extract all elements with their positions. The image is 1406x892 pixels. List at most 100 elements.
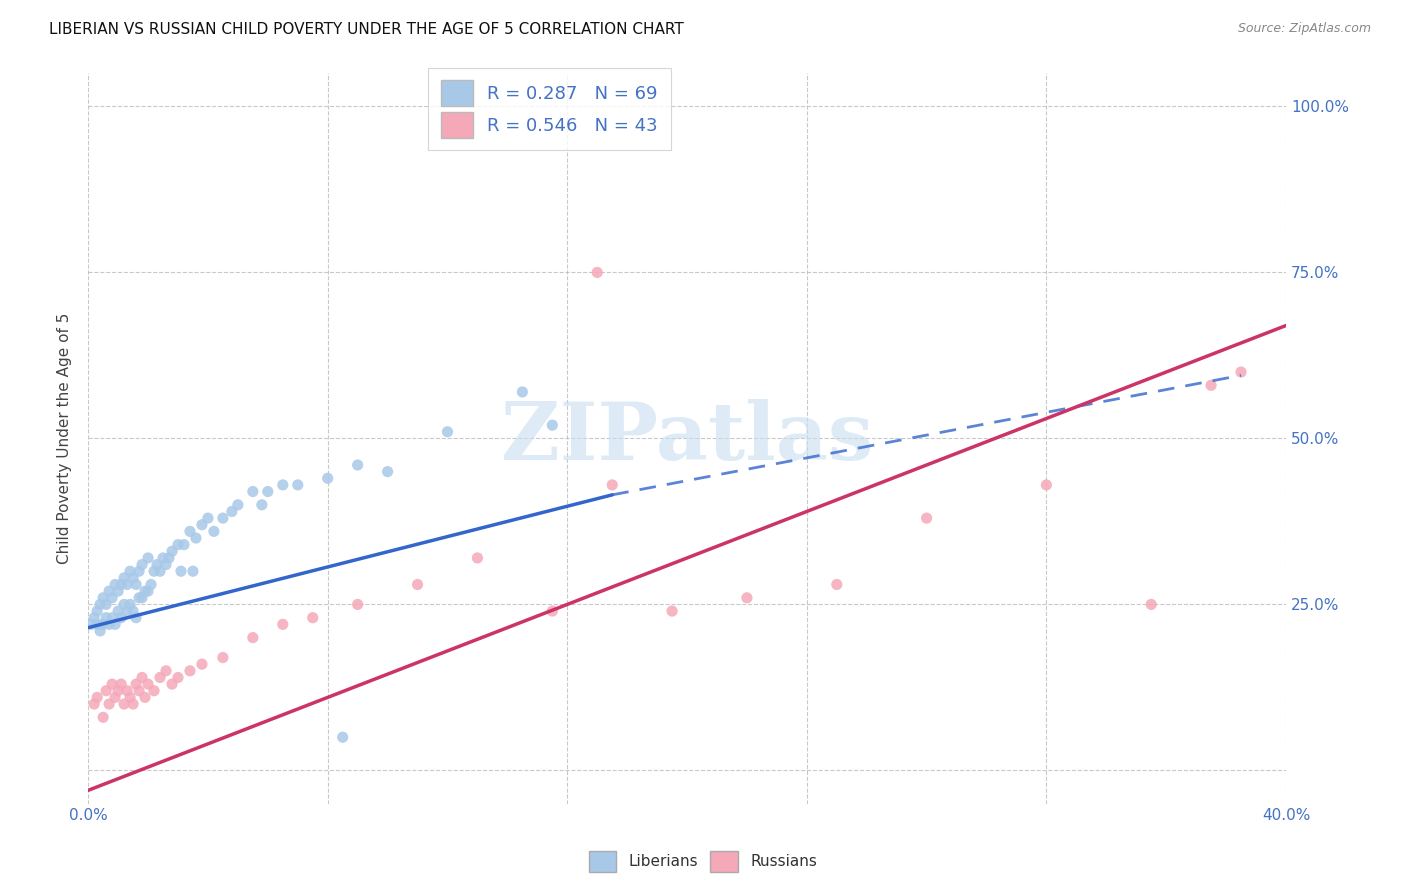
Point [184,531,207,545]
Point [149,564,172,578]
Legend: R = 0.287   N = 69, R = 0.546   N = 43: R = 0.287 N = 69, R = 0.546 N = 43 [427,68,671,151]
Legend: Liberians, Russians: Liberians, Russians [581,843,825,880]
Point [91,710,114,724]
Point [160,544,183,558]
Y-axis label: Child Poverty Under the Age of 5: Child Poverty Under the Age of 5 [58,313,72,564]
Point [167,538,190,552]
Point [86,690,108,705]
Point [131,558,153,572]
Point [202,524,225,539]
Point [107,584,129,599]
Point [271,617,294,632]
Point [173,538,195,552]
Point [406,577,429,591]
Point [242,484,264,499]
Point [94,610,117,624]
Point [101,591,124,605]
Point [112,598,135,612]
Point [301,610,323,624]
Point [915,511,938,525]
Point [122,571,145,585]
Point [226,498,249,512]
Point [346,458,368,472]
Text: ZIPatlas: ZIPatlas [501,400,873,477]
Point [94,598,117,612]
Point [101,677,124,691]
Point [136,677,159,691]
Point [149,670,172,684]
Point [179,664,201,678]
Point [83,697,105,711]
Point [197,511,219,525]
Point [191,657,214,672]
Point [287,478,309,492]
Point [1199,378,1222,392]
Point [131,670,153,684]
Point [600,478,623,492]
Point [115,683,138,698]
Point [155,664,177,678]
Point [512,384,534,399]
Point [436,425,458,439]
Point [125,577,148,591]
Point [122,697,145,711]
Point [98,617,121,632]
Point [136,584,159,599]
Point [377,465,399,479]
Point [541,604,564,618]
Point [89,624,111,638]
Point [1035,478,1057,492]
Point [179,524,201,539]
Point [155,558,177,572]
Point [104,690,127,705]
Point [541,418,564,433]
Point [586,265,609,279]
Point [467,550,489,565]
Point [125,677,148,691]
Point [110,677,132,691]
Point [128,683,150,698]
Point [332,730,354,744]
Point [101,610,124,624]
Point [112,571,135,585]
Point [98,697,121,711]
Point [115,604,138,618]
Point [91,591,114,605]
Point [115,577,138,591]
Point [112,697,135,711]
Point [107,604,129,618]
Point [110,610,132,624]
Point [136,550,159,565]
Point [316,471,339,485]
Point [83,610,105,624]
Point [250,498,273,512]
Point [128,564,150,578]
Point [94,683,117,698]
Point [131,591,153,605]
Point [143,683,166,698]
Point [139,577,162,591]
Point [157,550,180,565]
Point [212,511,235,525]
Text: LIBERIAN VS RUSSIAN CHILD POVERTY UNDER THE AGE OF 5 CORRELATION CHART: LIBERIAN VS RUSSIAN CHILD POVERTY UNDER … [49,22,683,37]
Point [160,677,183,691]
Text: Source: ZipAtlas.com: Source: ZipAtlas.com [1237,22,1371,36]
Point [107,683,129,698]
Point [191,517,214,532]
Point [167,670,190,684]
Point [146,558,169,572]
Point [212,650,235,665]
Point [152,550,174,565]
Point [271,478,294,492]
Point [181,564,204,578]
Point [143,564,166,578]
Point [1140,598,1163,612]
Point [110,577,132,591]
Point [221,504,243,518]
Point [120,598,142,612]
Point [120,690,142,705]
Point [86,604,108,618]
Point [256,484,278,499]
Point [104,577,127,591]
Point [134,690,156,705]
